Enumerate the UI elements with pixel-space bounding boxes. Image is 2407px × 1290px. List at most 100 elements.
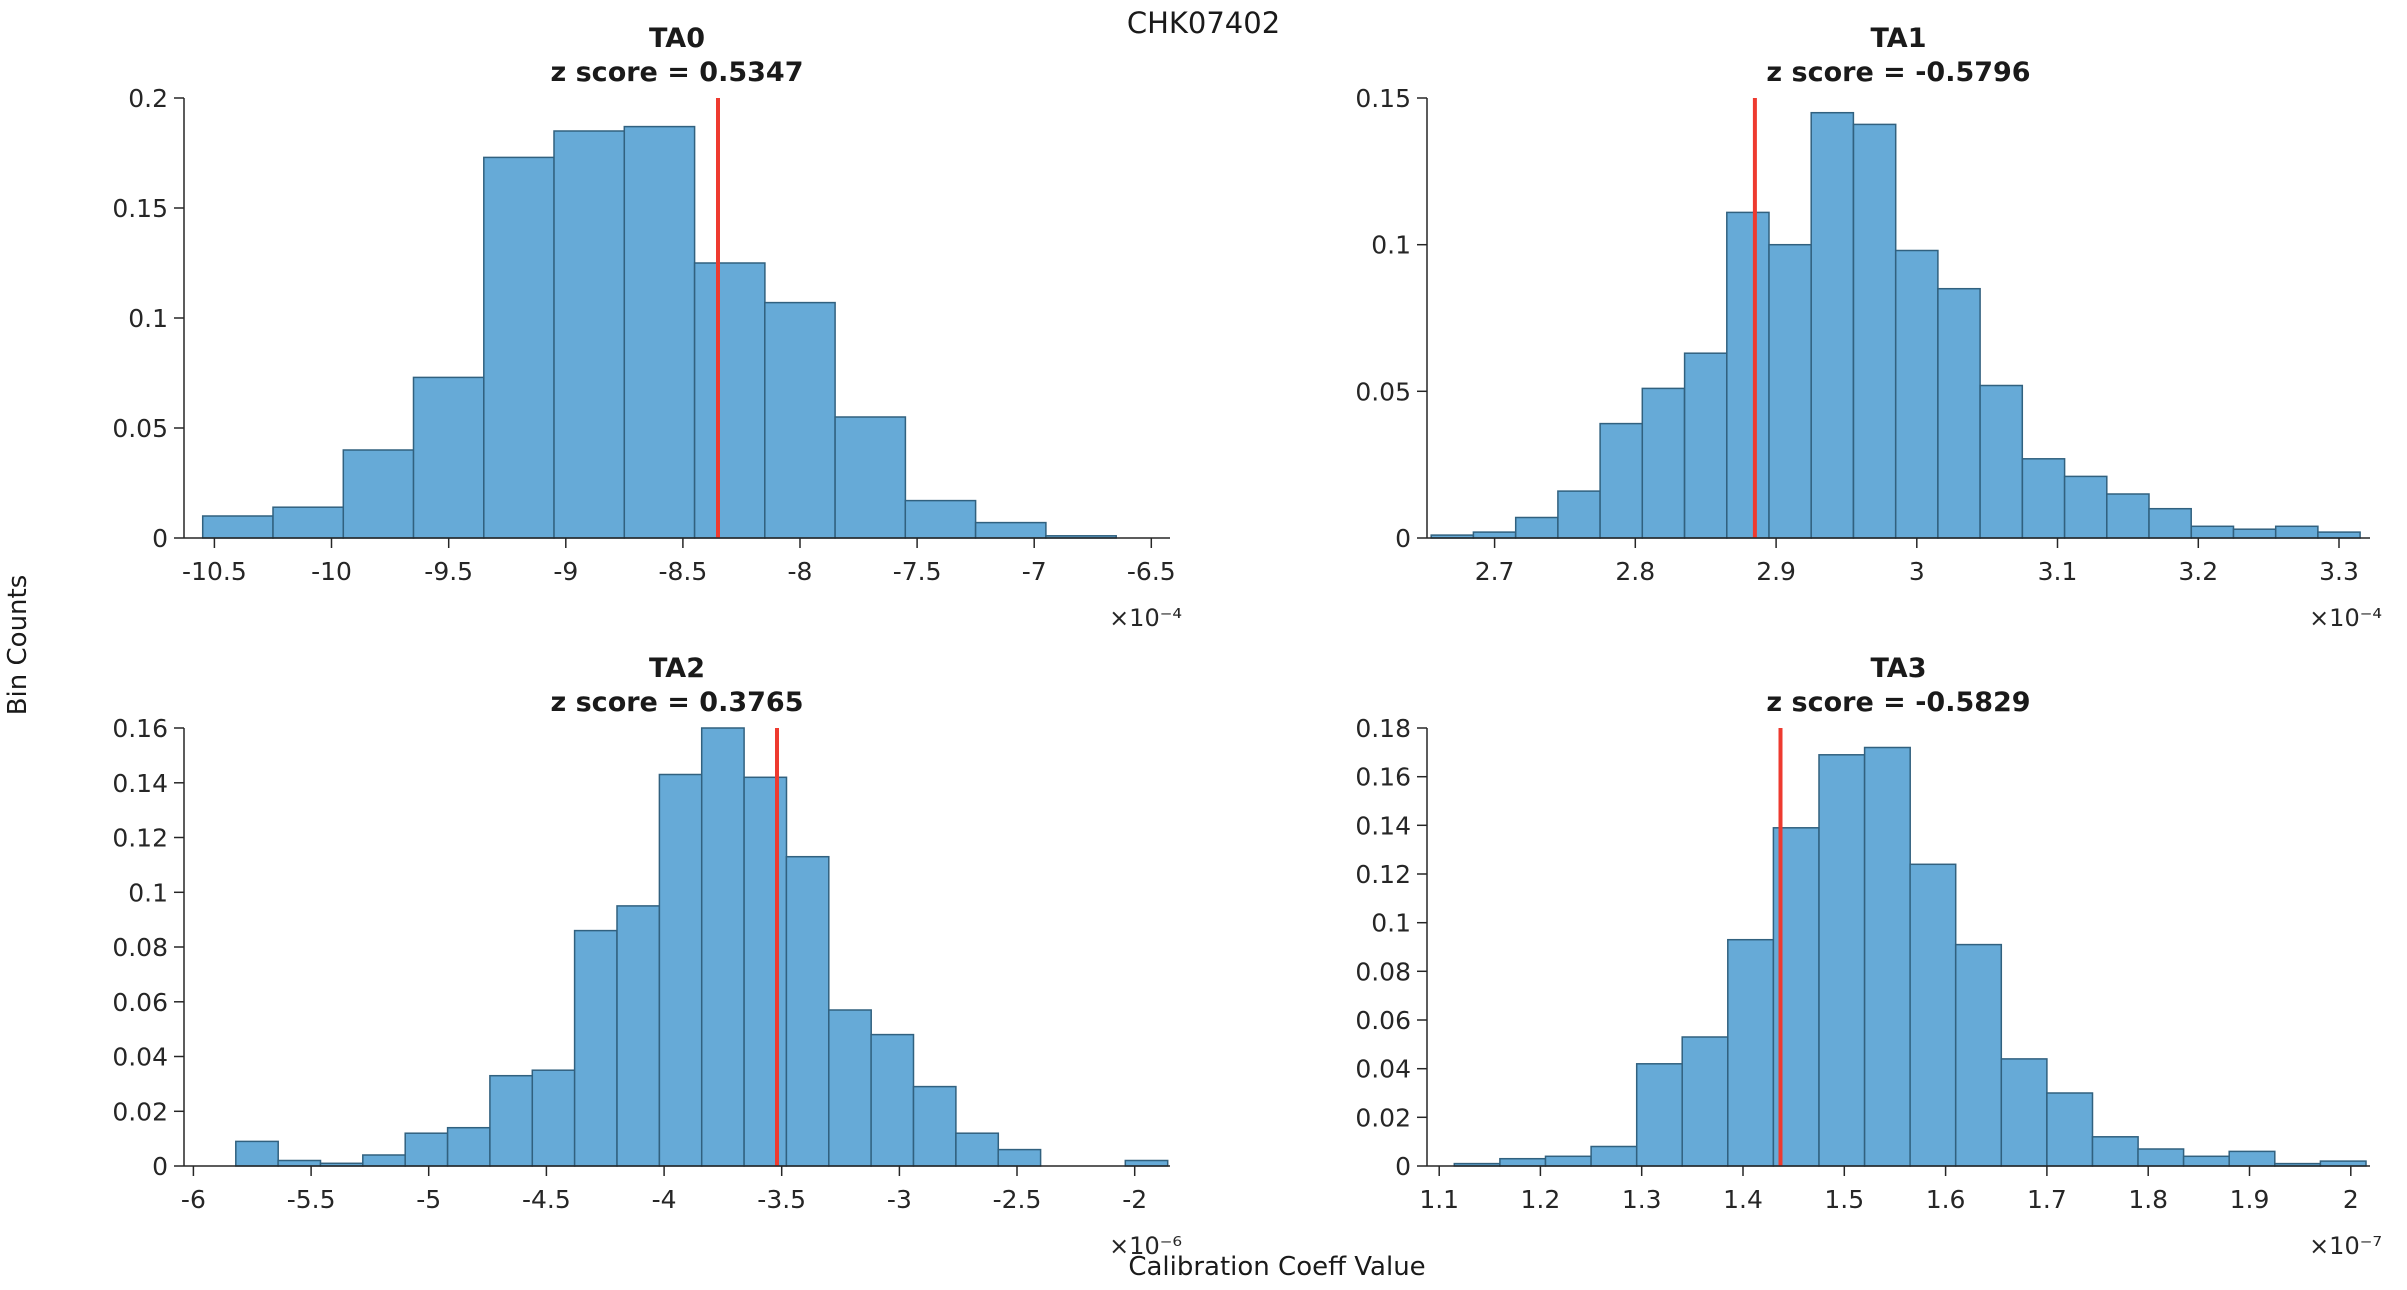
- x-tick-label: 1.7: [2027, 1185, 2067, 1214]
- y-tick-label: 0.02: [1355, 1103, 1411, 1132]
- y-tick-label: 0.16: [112, 714, 168, 743]
- x-tick-label: -4.5: [522, 1185, 571, 1214]
- y-tick-label: 0.06: [1355, 1006, 1411, 1035]
- histogram-bar: [1727, 938, 1775, 1167]
- x-tick-label: -10: [311, 557, 352, 586]
- histogram-bar: [997, 1148, 1042, 1167]
- histogram-bar: [404, 1132, 449, 1167]
- histogram-bar: [912, 1085, 957, 1167]
- x-axis-exponent-label: ×10⁻⁴: [1109, 604, 1182, 632]
- histogram-bar: [1852, 123, 1897, 539]
- histogram-bar: [2317, 531, 2361, 539]
- subplot-ta3-zscore: z score = -0.5829: [1766, 687, 2031, 718]
- x-tick-label: 1.1: [1419, 1185, 1459, 1214]
- histogram-bar: [693, 262, 766, 539]
- histogram-bar: [2000, 1058, 2048, 1167]
- histogram-bar: [342, 449, 415, 539]
- histogram-bar: [1499, 1157, 1547, 1167]
- y-tick-label: 0.2: [128, 84, 168, 113]
- y-tick-label: 0.04: [1355, 1055, 1411, 1084]
- x-tick-label: -7: [1022, 557, 1047, 586]
- x-tick-label: 2.8: [1615, 557, 1655, 586]
- x-tick-label: -3: [887, 1185, 912, 1214]
- y-tick-label: 0.1: [128, 304, 168, 333]
- x-tick-label: 2.7: [1475, 557, 1515, 586]
- histogram-bar: [658, 773, 703, 1167]
- histogram-bar: [1810, 111, 1855, 539]
- histogram-bar: [446, 1126, 491, 1167]
- y-tick-label: 0.04: [112, 1043, 168, 1072]
- histogram-bar: [2046, 1092, 2094, 1167]
- x-tick-label: 3.1: [2038, 557, 2078, 586]
- histogram-bar: [277, 1159, 322, 1167]
- histogram-bar: [834, 416, 907, 539]
- x-tick-label: -9.5: [424, 557, 473, 586]
- x-tick-label: 1.5: [1824, 1185, 1864, 1214]
- subplot-ta2-header: TA2 z score = 0.3765: [184, 652, 1170, 720]
- x-tick-label: 1.6: [1926, 1185, 1966, 1214]
- y-tick-label: 0.02: [112, 1097, 168, 1126]
- subplot-ta0-header: TA0 z score = 0.5347: [184, 22, 1170, 90]
- histogram-bar: [1909, 863, 1957, 1167]
- histogram-bar: [1863, 746, 1911, 1167]
- subplot-ta1-header: TA1 z score = -0.5796: [1427, 22, 2370, 90]
- histogram-bar: [700, 727, 745, 1167]
- histogram-bar: [2091, 1136, 2139, 1167]
- histogram-bar: [2274, 525, 2319, 539]
- x-tick-label: 2.9: [1756, 557, 1796, 586]
- histogram-bar: [1472, 531, 1517, 539]
- y-tick-label: 0.15: [1355, 84, 1411, 113]
- y-tick-label: 0.12: [1355, 860, 1411, 889]
- x-tick-label: 1.3: [1622, 1185, 1662, 1214]
- x-tick-label: -6.5: [1127, 557, 1176, 586]
- x-tick-label: -3.5: [757, 1185, 806, 1214]
- subplot-ta3-header: TA3 z score = -0.5829: [1427, 652, 2370, 720]
- histogram-bar: [272, 506, 345, 539]
- subplot-ta0-zscore: z score = 0.5347: [550, 57, 804, 88]
- y-tick-label: 0.18: [1355, 714, 1411, 743]
- y-tick-label: 0.15: [112, 194, 168, 223]
- histogram-bar: [828, 1009, 872, 1167]
- y-tick-label: 0: [152, 1152, 168, 1181]
- y-tick-label: 0.16: [1355, 763, 1411, 792]
- histogram-bar: [489, 1074, 534, 1167]
- histogram-bar: [531, 1069, 576, 1167]
- histogram-bar: [743, 776, 788, 1167]
- x-tick-label: 1.8: [2128, 1185, 2168, 1214]
- histogram-bar: [1590, 1145, 1638, 1167]
- y-tick-label: 0.08: [1355, 957, 1411, 986]
- histogram-bar: [201, 515, 274, 539]
- histogram-bar: [2021, 458, 2066, 539]
- x-tick-label: -8: [788, 557, 813, 586]
- x-tick-label: -5: [416, 1185, 441, 1214]
- x-tick-label: -7.5: [893, 557, 942, 586]
- histogram-bar: [616, 905, 661, 1167]
- y-tick-label: 0.08: [112, 933, 168, 962]
- subplot-ta2-title: TA2: [648, 653, 705, 684]
- y-tick-label: 0.1: [1371, 909, 1411, 938]
- histogram-bar: [1599, 422, 1644, 539]
- x-tick-label: -9: [553, 557, 578, 586]
- y-tick-label: 0: [1395, 1152, 1411, 1181]
- histogram-bar: [553, 130, 626, 539]
- histogram-bar: [1726, 211, 1770, 539]
- figure-title: CHK07402: [1126, 6, 1281, 40]
- histogram-bar: [2228, 1150, 2276, 1167]
- histogram-bar: [1768, 243, 1812, 539]
- y-tick-label: 0.05: [112, 414, 168, 443]
- x-tick-label: -5.5: [287, 1185, 336, 1214]
- histogram-bar: [1124, 1159, 1169, 1167]
- x-axis-exponent-label: ×10⁻⁷: [2309, 1232, 2382, 1260]
- histogram-bar: [955, 1132, 1000, 1167]
- y-tick-label: 0: [152, 524, 168, 553]
- x-tick-label: 1.9: [2230, 1185, 2270, 1214]
- histogram-bar: [1681, 1036, 1729, 1167]
- histogram-bar: [1937, 287, 1981, 539]
- histogram-bar: [2148, 507, 2192, 539]
- x-tick-label: -4: [652, 1185, 677, 1214]
- histogram-bar: [2137, 1148, 2185, 1167]
- histogram-bar: [2190, 525, 2235, 539]
- histogram-bar: [974, 521, 1047, 539]
- histogram-bar: [2182, 1155, 2230, 1167]
